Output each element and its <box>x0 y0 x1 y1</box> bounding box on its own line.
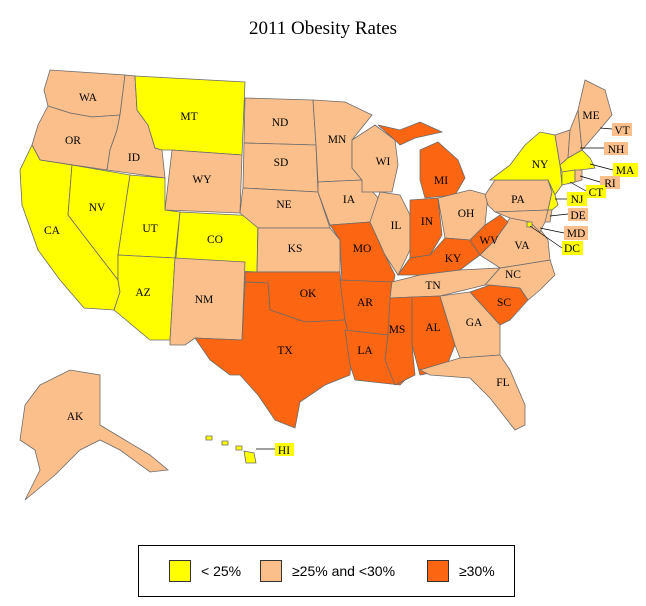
label-MT: MT <box>180 111 197 123</box>
label-DC: DC <box>564 243 580 255</box>
label-ME: ME <box>582 110 599 122</box>
state-WV <box>469 214 509 256</box>
state-TX <box>194 281 353 429</box>
label-WA: WA <box>79 92 98 104</box>
label-NJ: NJ <box>571 194 584 206</box>
label-LA: LA <box>357 345 373 357</box>
label-NC: NC <box>505 269 521 281</box>
label-VA: VA <box>514 240 530 252</box>
callout-box-NH <box>604 142 628 155</box>
callout-box-DE <box>568 208 588 221</box>
label-CT: CT <box>589 187 604 199</box>
label-NY: NY <box>532 159 549 171</box>
label-CA: CA <box>44 225 61 237</box>
legend-item-low: < 25% <box>169 560 241 582</box>
legend-label: ≥25% and <30% <box>292 563 396 579</box>
label-ID: ID <box>128 152 140 164</box>
legend-swatch <box>427 560 449 582</box>
state-WI <box>351 124 399 193</box>
label-IA: IA <box>343 194 356 206</box>
state-KS <box>256 227 341 273</box>
state-MT <box>134 75 246 156</box>
label-MI: MI <box>434 175 448 187</box>
callout-box-MD <box>564 226 588 240</box>
label-WV: WV <box>479 235 499 247</box>
label-KY: KY <box>445 253 462 265</box>
state-CT <box>561 169 576 186</box>
label-KS: KS <box>288 243 303 255</box>
label-TX: TX <box>277 345 293 357</box>
leader-line <box>589 163 614 171</box>
label-ND: ND <box>272 117 289 129</box>
label-NH: NH <box>608 144 625 156</box>
label-AZ: AZ <box>135 287 150 299</box>
states-layer <box>19 69 613 501</box>
state-MI <box>377 121 466 199</box>
callout-box-HI <box>275 443 294 456</box>
legend-label: < 25% <box>201 563 242 579</box>
callout-box-MA <box>613 163 638 177</box>
legend-swatch <box>169 560 191 582</box>
legend-item-mid: ≥25% and <30% <box>260 560 395 582</box>
label-MO: MO <box>353 243 372 255</box>
label-TN: TN <box>425 280 441 292</box>
state-NM <box>169 257 246 346</box>
state-DC <box>526 221 533 228</box>
callout-box-DC <box>562 241 583 255</box>
label-MS: MS <box>389 324 406 336</box>
leader-line <box>599 127 613 130</box>
label-NM: NM <box>195 294 214 306</box>
labels-layer: WA OR ID MT WY CA NV UT CO AZ NM ND SD N… <box>44 92 635 457</box>
leader-line <box>549 213 569 217</box>
label-NE: NE <box>276 199 291 211</box>
label-AK: AK <box>67 411 84 423</box>
callout-box-NJ <box>567 192 587 206</box>
label-HI: HI <box>278 445 290 457</box>
label-UT: UT <box>142 223 157 235</box>
label-WI: WI <box>376 156 391 168</box>
state-FL <box>418 354 526 431</box>
label-MA: MA <box>616 165 635 177</box>
leader-line <box>529 225 563 249</box>
legend-label: ≥30% <box>459 563 495 579</box>
label-MD: MD <box>567 228 586 240</box>
label-FL: FL <box>496 377 509 389</box>
label-CO: CO <box>207 234 223 246</box>
state-MS <box>384 296 416 386</box>
label-NV: NV <box>89 202 106 214</box>
label-RI: RI <box>604 178 616 190</box>
label-IL: IL <box>391 220 402 232</box>
label-GA: GA <box>466 317 483 329</box>
state-HI <box>205 435 257 464</box>
label-AL: AL <box>425 322 440 334</box>
callout-layer <box>256 123 638 456</box>
callout-box-VT <box>612 123 632 136</box>
label-IN: IN <box>421 216 434 228</box>
callout-box-CT <box>586 185 606 198</box>
label-VT: VT <box>614 125 629 137</box>
label-WY: WY <box>192 174 212 186</box>
legend-item-high: ≥30% <box>427 560 495 582</box>
us-obesity-map: WA OR ID MT WY CA NV UT CO AZ NM ND SD N… <box>19 69 638 501</box>
legend: < 25% ≥25% and <30% ≥30% <box>138 545 515 597</box>
label-OR: OR <box>65 135 81 147</box>
state-IL <box>369 191 411 276</box>
label-SC: SC <box>497 297 511 309</box>
leader-line <box>539 227 565 234</box>
legend-swatch <box>260 560 282 582</box>
label-PA: PA <box>511 194 525 206</box>
label-OH: OH <box>458 208 475 220</box>
state-AK <box>19 369 169 501</box>
leader-line <box>569 181 587 192</box>
state-RI <box>574 169 583 183</box>
label-SD: SD <box>274 157 289 169</box>
label-MN: MN <box>328 134 347 146</box>
map-title: 2011 Obesity Rates <box>248 18 398 39</box>
leader-line <box>579 175 601 183</box>
label-OK: OK <box>300 288 317 300</box>
label-AR: AR <box>357 297 373 309</box>
state-MD <box>494 209 549 233</box>
label-DE: DE <box>570 210 585 222</box>
